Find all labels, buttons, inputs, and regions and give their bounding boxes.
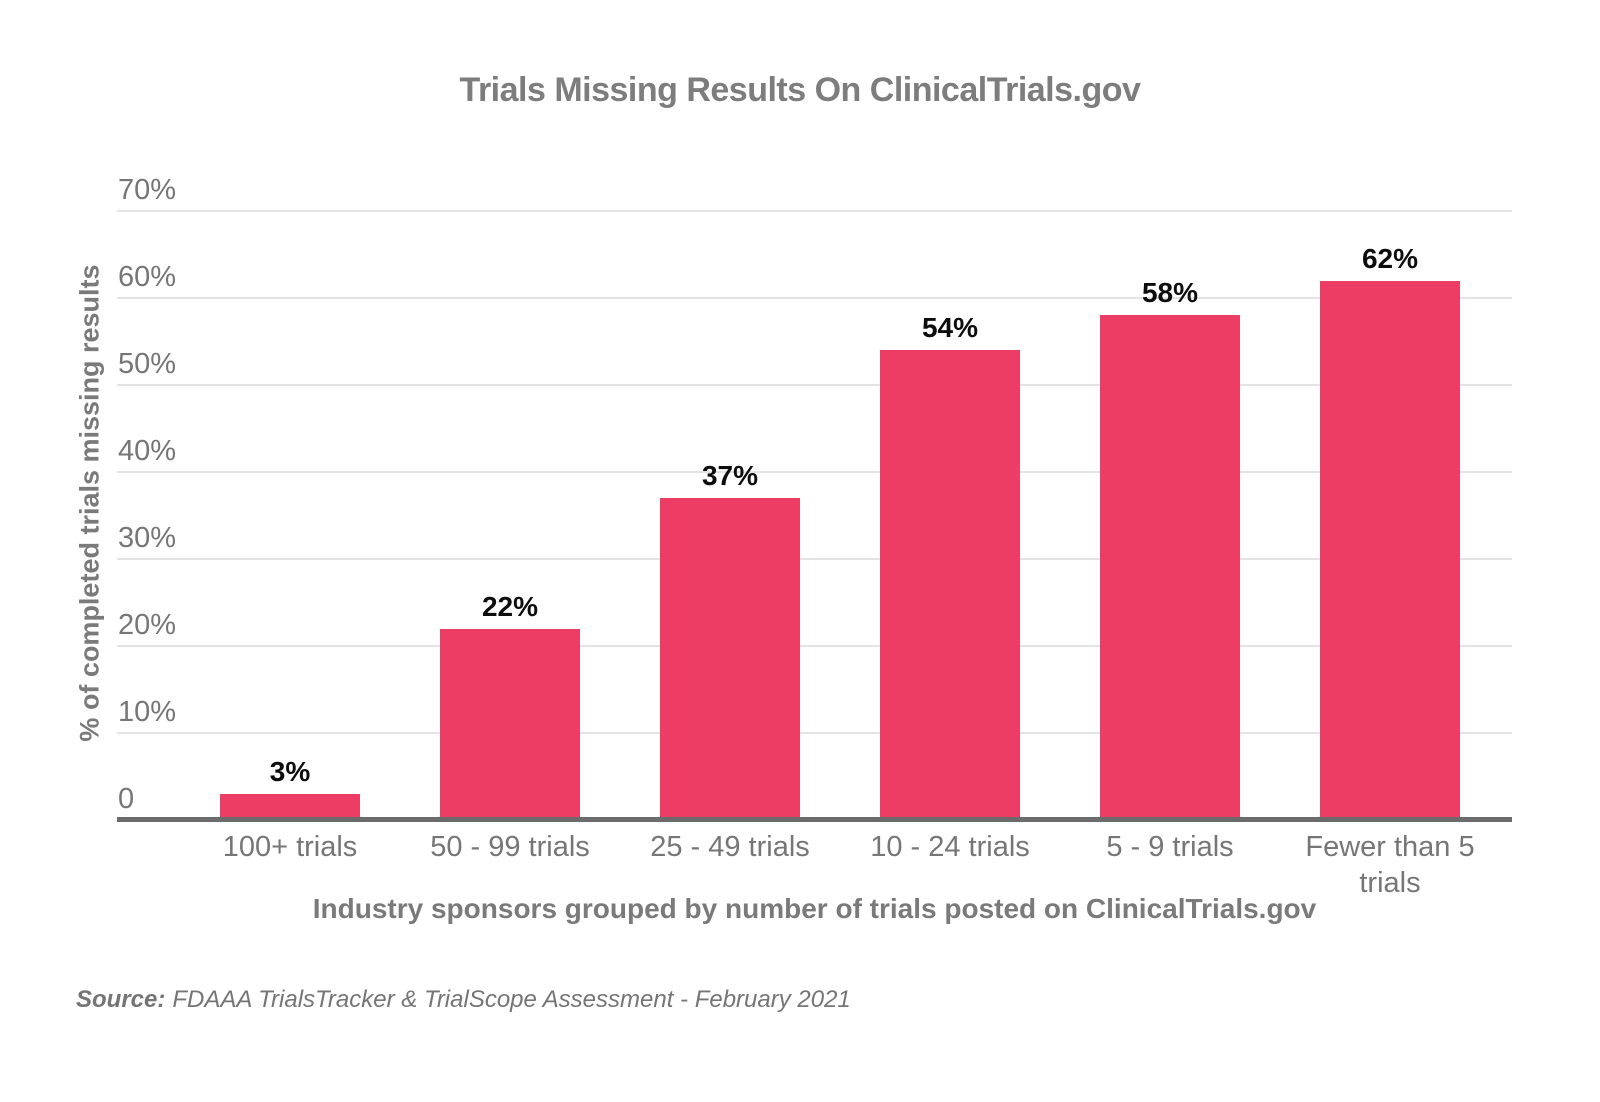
y-tick-label: 70%	[118, 174, 177, 206]
y-tick-label: 60%	[118, 261, 177, 293]
bar-value-label: 22%	[481, 590, 539, 622]
bar-slot: 22% 50 - 99 trials	[400, 211, 620, 863]
bar-value-label: 58%	[1141, 277, 1199, 309]
x-axis-title: Industry sponsors grouped by number of t…	[312, 893, 1317, 924]
bar	[660, 498, 800, 820]
bar	[880, 350, 1020, 820]
y-axis-title: % of completed trials missing results	[74, 264, 105, 742]
x-category-label: 5 - 9 trials	[1106, 831, 1234, 863]
x-axis-line	[117, 817, 1512, 822]
gridline	[117, 471, 1512, 473]
gridline	[117, 645, 1512, 647]
bar	[220, 793, 360, 820]
plot-area: 70% 60% 50% 40% 30% 20% 10% 0 3% 100+ trials 22% 5…	[117, 174, 1512, 899]
gridline	[117, 297, 1512, 299]
bar-value-label: 54%	[921, 312, 979, 344]
bar-slot: 54% 10 - 24 trials	[840, 211, 1060, 863]
x-category-label: Fewer than 5 trials	[1305, 831, 1475, 899]
bar	[1100, 315, 1240, 820]
y-tick-label: 10%	[118, 696, 177, 728]
gridline	[117, 384, 1512, 386]
x-category-label: 50 - 99 trials	[430, 831, 590, 863]
bar-slot: 37% 25 - 49 trials	[620, 211, 840, 863]
source-label: Source:	[76, 986, 166, 1013]
bar	[440, 628, 580, 820]
y-tick-label: 0	[118, 783, 135, 815]
bar-slot: 62% Fewer than 5 trials	[1280, 211, 1500, 899]
source-note: Source: FDAAA TrialsTracker & TrialScope …	[76, 986, 851, 1014]
x-category-label: 10 - 24 trials	[870, 831, 1030, 863]
gridline	[117, 210, 1512, 212]
y-tick-label: 40%	[118, 435, 177, 467]
x-category-label: 100+ trials	[222, 831, 358, 863]
bar-value-label: 37%	[701, 460, 759, 492]
y-tick-label: 20%	[118, 609, 177, 641]
y-tick-label: 50%	[118, 348, 177, 380]
chart-title: Trials Missing Results On ClinicalTrials…	[459, 71, 1141, 109]
y-tick-label: 30%	[118, 522, 177, 554]
bar-slot: 58% 5 - 9 trials	[1060, 211, 1280, 863]
bar	[1320, 280, 1460, 820]
x-category-label: 25 - 49 trials	[650, 831, 810, 863]
bar-value-label: 3%	[269, 755, 311, 787]
bar-slot: 3% 100+ trials	[180, 211, 400, 863]
bar-value-label: 62%	[1361, 242, 1419, 274]
source-text: FDAAA TrialsTracker & TrialScope Assessm…	[172, 986, 851, 1013]
gridline	[117, 732, 1512, 734]
gridline	[117, 558, 1512, 560]
bars-row: 3% 100+ trials 22% 50 - 99 trials 37% 25 - 49…	[180, 211, 1500, 899]
